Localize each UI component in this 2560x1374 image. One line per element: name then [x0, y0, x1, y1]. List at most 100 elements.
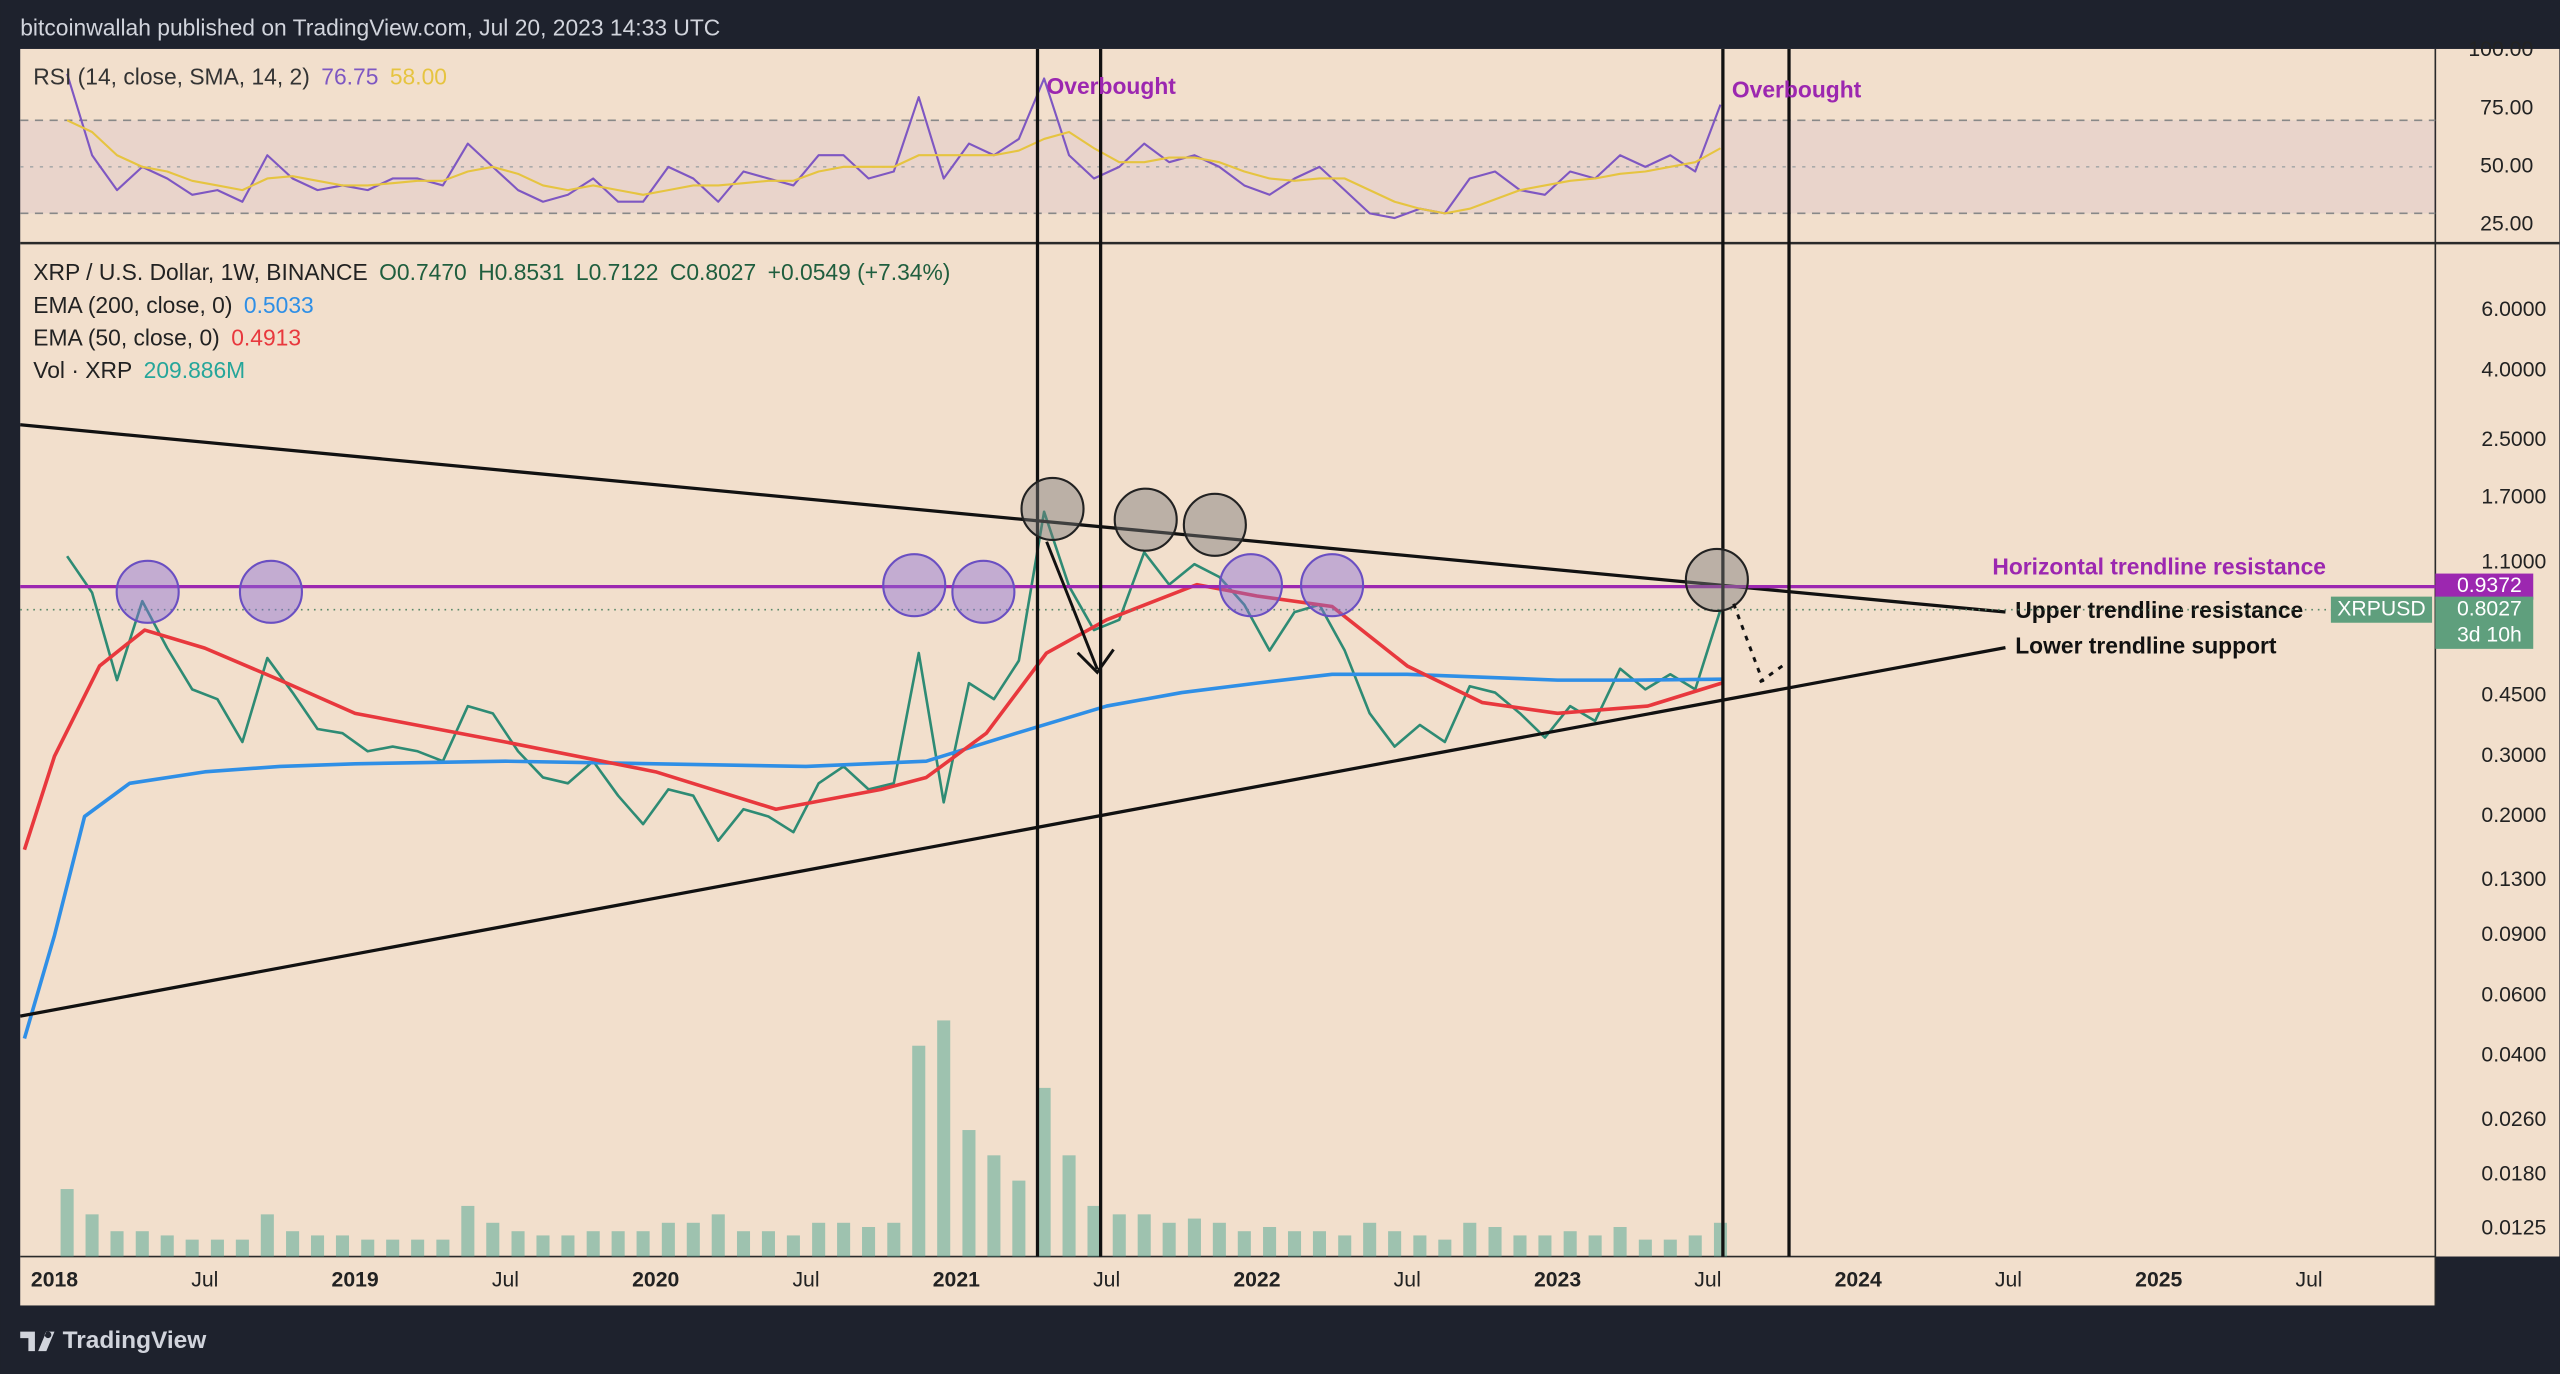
x-tick-label: 2025	[2135, 1269, 2182, 1292]
ema-line	[22, 672, 1723, 1039]
volume-bar	[661, 1222, 675, 1257]
volume-bar	[686, 1222, 700, 1257]
x-tick-label: Jul	[191, 1269, 218, 1292]
rsi-tick-label: 100.00	[2468, 38, 2533, 61]
rsi-tick-label: 50.00	[2480, 154, 2533, 177]
legend-text: EMA (200, close, 0)	[33, 292, 232, 318]
highlight-circle	[1020, 476, 1085, 541]
legend-text: 58.00	[390, 63, 447, 89]
legend-text: O0.7470	[379, 259, 467, 285]
legend-text: EMA (50, close, 0)	[33, 324, 220, 350]
highlight-circle	[951, 559, 1016, 624]
volume-bar	[1363, 1222, 1377, 1257]
volume-bar	[1663, 1239, 1677, 1257]
volume-bar	[1513, 1235, 1527, 1257]
volume-bar	[1413, 1235, 1427, 1257]
volume-bar	[1037, 1087, 1051, 1257]
legend-text: 0.4913	[231, 324, 301, 350]
x-tick-label: Jul	[1093, 1269, 1120, 1292]
volume-bar	[1613, 1226, 1627, 1257]
trendline-label: Upper trendline resistance	[2015, 597, 2303, 623]
volume-bar	[1688, 1235, 1702, 1257]
volume-bar	[260, 1214, 274, 1257]
volume-bar	[962, 1130, 976, 1257]
volume-bar	[210, 1239, 224, 1257]
volume-bar	[711, 1214, 725, 1257]
x-tick-label: 2018	[31, 1269, 78, 1292]
x-tick-label: Jul	[1995, 1269, 2022, 1292]
volume-bar	[160, 1235, 174, 1257]
countdown-label: 3d 10h	[2457, 623, 2522, 646]
time-axis	[20, 1256, 2436, 1306]
plot-area	[20, 48, 2436, 1257]
last-price-label: 0.8027	[2457, 597, 2522, 620]
legend-text: H0.8531	[478, 259, 564, 285]
volume-bar	[1538, 1235, 1552, 1257]
highlight-circle	[238, 559, 304, 624]
annotation-arrows	[1045, 541, 1784, 684]
volume-bar	[736, 1231, 751, 1257]
legend-text: RSI (14, close, SMA, 14, 2)	[33, 63, 310, 89]
volume-bar	[361, 1239, 375, 1257]
volume-bar	[1588, 1235, 1602, 1257]
volume-bar	[60, 1189, 74, 1257]
volume-bar	[1237, 1231, 1251, 1257]
volume-bar	[1638, 1239, 1652, 1257]
volume-bar	[937, 1020, 951, 1257]
rsi-tick-label: 25.00	[2480, 213, 2533, 236]
legend-text: 76.75	[321, 63, 378, 89]
legend-text: L0.7122	[576, 259, 659, 285]
volume-bar	[887, 1222, 901, 1257]
volume-bar	[461, 1205, 475, 1257]
price-tag	[2435, 573, 2534, 600]
x-tick-label: Jul	[492, 1269, 519, 1292]
volume-bar	[987, 1155, 1001, 1257]
legend-text: XRP / U.S. Dollar, 1W, BINANCE	[33, 259, 367, 285]
y-tick-label: 4.0000	[2481, 358, 2546, 381]
volume-bar	[486, 1222, 500, 1257]
legend-text: Vol · XRP	[33, 357, 132, 383]
y-tick-label: 1.7000	[2481, 486, 2546, 509]
volume-bar	[536, 1235, 550, 1257]
volume-bar	[912, 1045, 926, 1257]
rsi-line	[66, 119, 1721, 215]
x-tick-label: Jul	[2296, 1269, 2323, 1292]
volume-bar	[1338, 1235, 1352, 1257]
y-tick-label: 1.1000	[2481, 550, 2546, 573]
trendline-label: Lower trendline support	[2015, 633, 2277, 659]
volume-bar	[1187, 1218, 1201, 1257]
volume-bar	[1212, 1222, 1226, 1257]
highlight-circle	[115, 559, 180, 624]
volume-bar	[386, 1239, 400, 1257]
price-line	[66, 510, 1722, 842]
y-tick-label: 6.0000	[2481, 298, 2546, 321]
legend-text: 0.5033	[244, 292, 314, 318]
rsi-tick-label: 75.00	[2480, 96, 2533, 119]
volume-bar	[837, 1222, 851, 1257]
y-tick-label: 0.0180	[2481, 1162, 2546, 1185]
y-tick-label: 0.1300	[2481, 868, 2546, 891]
volume-bar	[1713, 1222, 1728, 1257]
y-tick-label: 0.0900	[2481, 923, 2546, 946]
volume-bar	[511, 1231, 525, 1257]
volume-bar	[1463, 1222, 1477, 1257]
volume-bar	[636, 1231, 650, 1257]
volume-bar	[311, 1235, 325, 1257]
y-tick-label: 0.4500	[2481, 683, 2546, 706]
y-tick-label: 0.0600	[2481, 983, 2546, 1006]
volume-bar	[1287, 1231, 1302, 1257]
volume-bar	[862, 1226, 876, 1257]
trendline	[20, 423, 2006, 614]
y-tick-label: 0.0125	[2481, 1217, 2546, 1240]
highlight-circle	[1182, 492, 1247, 557]
x-tick-label: 2020	[632, 1269, 679, 1292]
x-tick-label: Jul	[792, 1269, 819, 1292]
y-tick-label: 0.0400	[2481, 1044, 2546, 1067]
legend-text: +0.0549 (+7.34%)	[768, 259, 951, 285]
volume-bar	[1087, 1205, 1101, 1257]
price-axis	[2435, 48, 2560, 1257]
horizontal-resistance-label: Horizontal trendline resistance	[1992, 554, 2326, 580]
volume-bar	[85, 1214, 99, 1257]
